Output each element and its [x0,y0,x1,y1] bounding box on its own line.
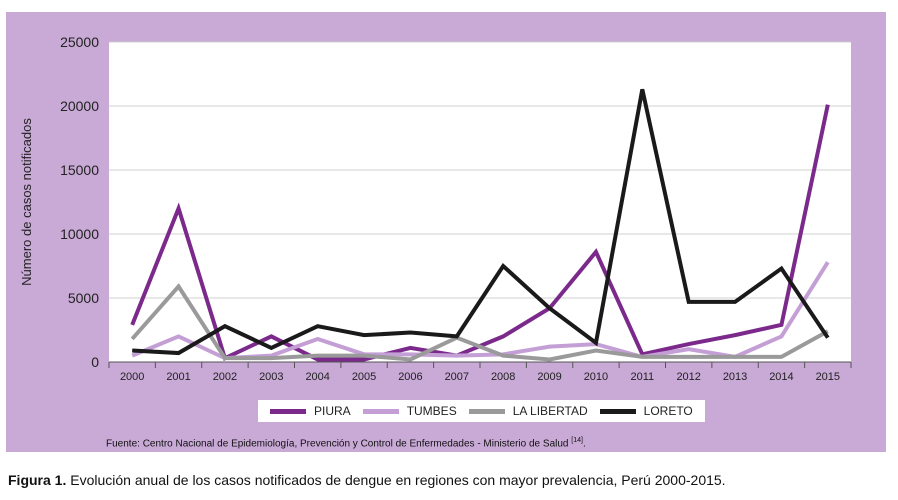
legend-item-la-libertad: LA LIBERTAD [468,404,588,418]
legend-swatch [362,408,399,414]
legend-label: TUMBES [406,404,457,418]
x-tick-label: 2005 [352,371,376,383]
x-tick-label: 2002 [213,371,237,383]
x-tick-label: 2004 [305,371,329,383]
y-tick-label: 0 [91,354,99,370]
legend-swatch [270,408,306,414]
legend-label: PIURA [314,404,351,418]
x-tick-label: 2006 [398,371,422,383]
x-tick-label: 2000 [120,371,144,383]
x-tick-label: 2015 [816,371,840,383]
legend-item-piura: PIURA [270,404,351,418]
series-line-loreto [132,88,830,356]
x-tick-label: 2012 [676,371,700,383]
source-note: Fuente: Centro Nacional de Epidemiología… [106,437,586,449]
legend-label: LORETO [643,404,693,418]
x-tick-label: 2001 [166,371,190,383]
source-ref: [14] [571,437,583,444]
series-line-la-libertad [130,283,829,362]
legend-item-tumbes: TUMBES [362,404,457,418]
x-tick-label: 2014 [769,371,793,383]
x-tick-label: 2003 [259,371,283,383]
legend-item-loreto: LORETO [599,404,693,418]
y-axis: 0 5000 10000 15000 20000 25000 [60,34,99,370]
x-tick-label: 2010 [584,371,608,383]
caption-label: Figura 1. [8,472,67,488]
chart-panel: 0 5000 10000 15000 20000 25000 2000 2001 2002 20… [6,12,886,452]
x-tick-label: 2009 [537,371,561,383]
y-tick-label: 5000 [68,290,99,306]
legend-swatch [468,408,505,414]
x-axis: 2000 2001 2002 2003 2004 2005 2006 2007 2008 2009… [108,361,852,383]
source-end: . [582,438,586,450]
source-text: Fuente: Centro Nacional de Epidemiología… [106,438,569,450]
legend-swatch [599,408,636,414]
y-tick-label: 15000 [60,162,99,178]
y-tick-label: 20000 [60,98,99,114]
x-tick-label: 2008 [491,371,515,383]
x-tick-label: 2013 [723,371,747,383]
caption-text: Evolución anual de los casos notificados… [66,472,726,488]
y-axis-label: Número de casos notificados [19,118,34,286]
gridlines [109,41,851,299]
y-tick-label: 10000 [60,226,99,242]
legend-label: LA LIBERTAD [512,404,588,418]
y-tick-label: 25000 [60,34,99,50]
x-tick-label: 2011 [630,371,654,383]
series-lines [130,88,830,362]
figure-caption: Figura 1. Evolución anual de los casos n… [8,472,726,488]
legend: PIURA TUMBES LA LIBERTAD LORETO [258,400,705,422]
x-tick-label: 2007 [445,371,469,383]
plot-area [109,42,851,362]
